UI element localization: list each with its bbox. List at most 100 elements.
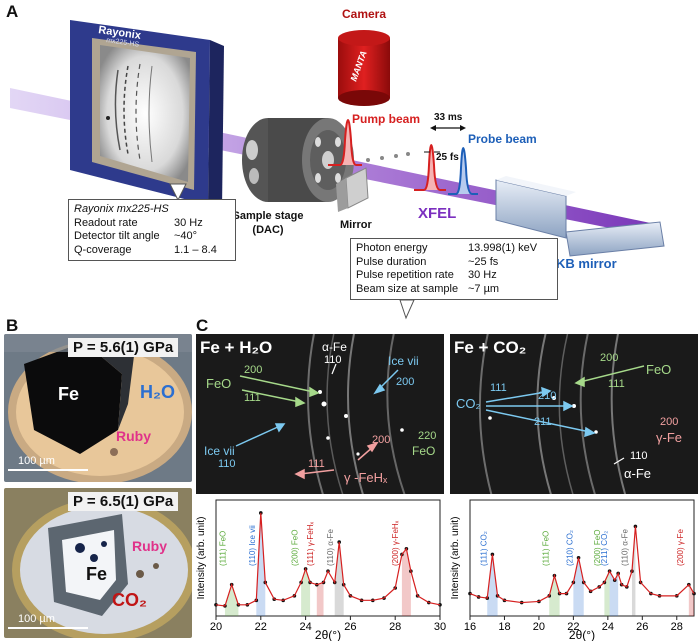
alpha-fe-label: α-Fe	[624, 466, 652, 481]
spec-value: 1.1 – 8.4	[174, 243, 217, 256]
co2-label: CO₂	[112, 590, 147, 610]
experimental-setup-diagram: Rayonix mx225-HS Camera MANTA Sample sta…	[10, 7, 665, 320]
fit-line	[215, 512, 441, 607]
kb-mirror	[495, 176, 665, 257]
x-tick-label: 28	[389, 621, 401, 633]
fe-label: Fe	[58, 384, 80, 404]
spec-value: 30 Hz	[174, 216, 203, 229]
data-point	[214, 603, 218, 607]
x-tick-label: 26	[636, 621, 648, 633]
gamma-fe-label: γ-Fe	[656, 430, 682, 445]
x-tick-label: 24	[299, 621, 311, 633]
pressure-label: P = 5.6(1) GPa	[68, 338, 179, 357]
diffraction-image-co2: Fe + CO₂ FeO 200 111 CO₂ 111 210 211 200…	[450, 334, 698, 494]
spec-key: Pulse duration	[356, 255, 427, 268]
peak-label: (111) FeO	[219, 531, 228, 566]
diffraction-title: Fe + CO₂	[454, 338, 527, 357]
scale-label: 100 µm	[18, 613, 55, 625]
peak-label: (110) α-Fe	[621, 529, 630, 566]
feo-label: FeO	[412, 444, 436, 458]
scale-bar	[8, 627, 88, 629]
fit-line	[469, 526, 695, 604]
plot-area	[469, 499, 695, 617]
spec-key: Readout rate	[74, 216, 138, 229]
ice-vii-label: Ice vii	[204, 444, 235, 458]
annotation-arrows	[485, 365, 645, 465]
photo-fe-h2o: P = 5.6(1) GPa Fe H₂O Ruby 100 µm	[4, 334, 192, 482]
feo-200-index: 200	[600, 352, 619, 364]
gamma-fe-index: 200	[660, 416, 679, 428]
ruby-label: Ruby	[132, 538, 167, 554]
peak-fill	[256, 512, 266, 616]
delay-label: 33 ms	[434, 112, 463, 123]
x-tick-label: 20	[210, 621, 222, 633]
peak-fill	[301, 568, 311, 616]
probe-pulse	[448, 147, 478, 195]
peak-label: (111) γ-FeHₓ	[306, 522, 315, 566]
beam-specs-box: Photon energy 13.998(1) keV Pulse duratio…	[350, 238, 558, 300]
spec-value: ~7 µm	[468, 282, 500, 295]
x-tick-label: 18	[498, 621, 510, 633]
feo-label: FeO	[646, 362, 672, 377]
peak-label: (211) CO₂	[600, 531, 609, 566]
detector-specs-title: Rayonix mx225-HS	[74, 203, 169, 215]
spec-key: Detector tilt angle	[74, 230, 160, 242]
xfel-label: XFEL	[418, 205, 456, 222]
x-tick-label: 26	[344, 621, 356, 633]
spec-value: 13.998(1) keV	[468, 242, 538, 254]
sample-stage-sublabel: (DAC)	[252, 224, 283, 236]
co2-label: CO₂	[456, 396, 481, 411]
sample-stage-label: Sample stage	[233, 210, 304, 222]
feo-label: FeO	[206, 376, 232, 391]
gamma-fehx-label: γ -FeHₓ	[344, 470, 388, 485]
camera	[338, 30, 390, 106]
detector-model: mx225-HS	[106, 37, 140, 49]
peak-fill	[316, 582, 324, 616]
alpha-fe-index: 110	[324, 354, 342, 366]
pressure-label: P = 6.5(1) GPa	[68, 492, 179, 511]
peak-fill	[224, 584, 239, 616]
pulse-train-dots	[366, 152, 410, 162]
peak-label: (110) α-Fe	[326, 529, 335, 566]
y-axis-label: Intensity (arb. unit)	[450, 517, 461, 600]
peak-label: (210) CO₂	[566, 530, 575, 566]
panel-label-a: A	[6, 2, 19, 21]
x-tick-label: 28	[671, 621, 683, 633]
fe-label: Fe	[86, 564, 108, 584]
xrd-chart-co2: Intensity (arb. unit) 2θ(°) 16 18 20 22 24 26…	[450, 499, 696, 641]
peak-label: (200) FeO	[593, 530, 602, 566]
ice-vii-index: 200	[396, 376, 415, 388]
spec-value: ~25 fs	[468, 255, 499, 268]
spec-key: Beam size at sample	[356, 282, 459, 295]
annotation-arrows	[235, 363, 399, 480]
peak-fill	[487, 554, 498, 616]
alpha-fe-label: α-Fe	[322, 340, 347, 354]
panel-label-b: B	[6, 316, 19, 335]
feo-111-index: 111	[608, 378, 625, 390]
feo-200-index: 200	[244, 364, 263, 376]
spec-key: Photon energy	[356, 242, 428, 254]
kb-mirror-label: KB mirror	[556, 256, 617, 271]
spec-value: 30 Hz	[468, 269, 497, 281]
alpha-fe-index: 110	[630, 450, 648, 462]
scale-bar	[8, 469, 88, 471]
peak-label: (111) FeO	[541, 531, 550, 566]
spec-key: Pulse repetition rate	[356, 269, 454, 281]
peak-fill	[401, 548, 411, 616]
photo-fe-co2: P = 6.5(1) GPa Fe Ruby CO₂ 100 µm	[4, 488, 192, 638]
ruby-label: Ruby	[116, 428, 151, 444]
diffraction-title: Fe + H₂O	[200, 338, 273, 357]
xrd-chart-h2o: Intensity (arb. unit) 2θ(°) 20 22 24 26 28 30…	[196, 499, 446, 641]
x-axis-label: 2θ(°)	[315, 628, 341, 641]
camera-label: Camera	[342, 7, 386, 21]
detector	[70, 20, 224, 210]
diffraction-image-h2o: Fe + H₂O α-Fe 110 FeO 200 111 Ice vii 20…	[196, 334, 444, 494]
scale-label: 100 µm	[18, 455, 55, 467]
peak-label: (200) γ-FeHₓ	[391, 520, 400, 566]
x-axis-label: 2θ(°)	[569, 628, 595, 641]
pump-beam-label: Pump beam	[352, 112, 420, 126]
pulse-width-label: 25 fs	[436, 152, 459, 163]
x-tick-label: 20	[533, 621, 545, 633]
x-tick-label: 16	[464, 621, 476, 633]
spec-key: Q-coverage	[74, 243, 132, 256]
